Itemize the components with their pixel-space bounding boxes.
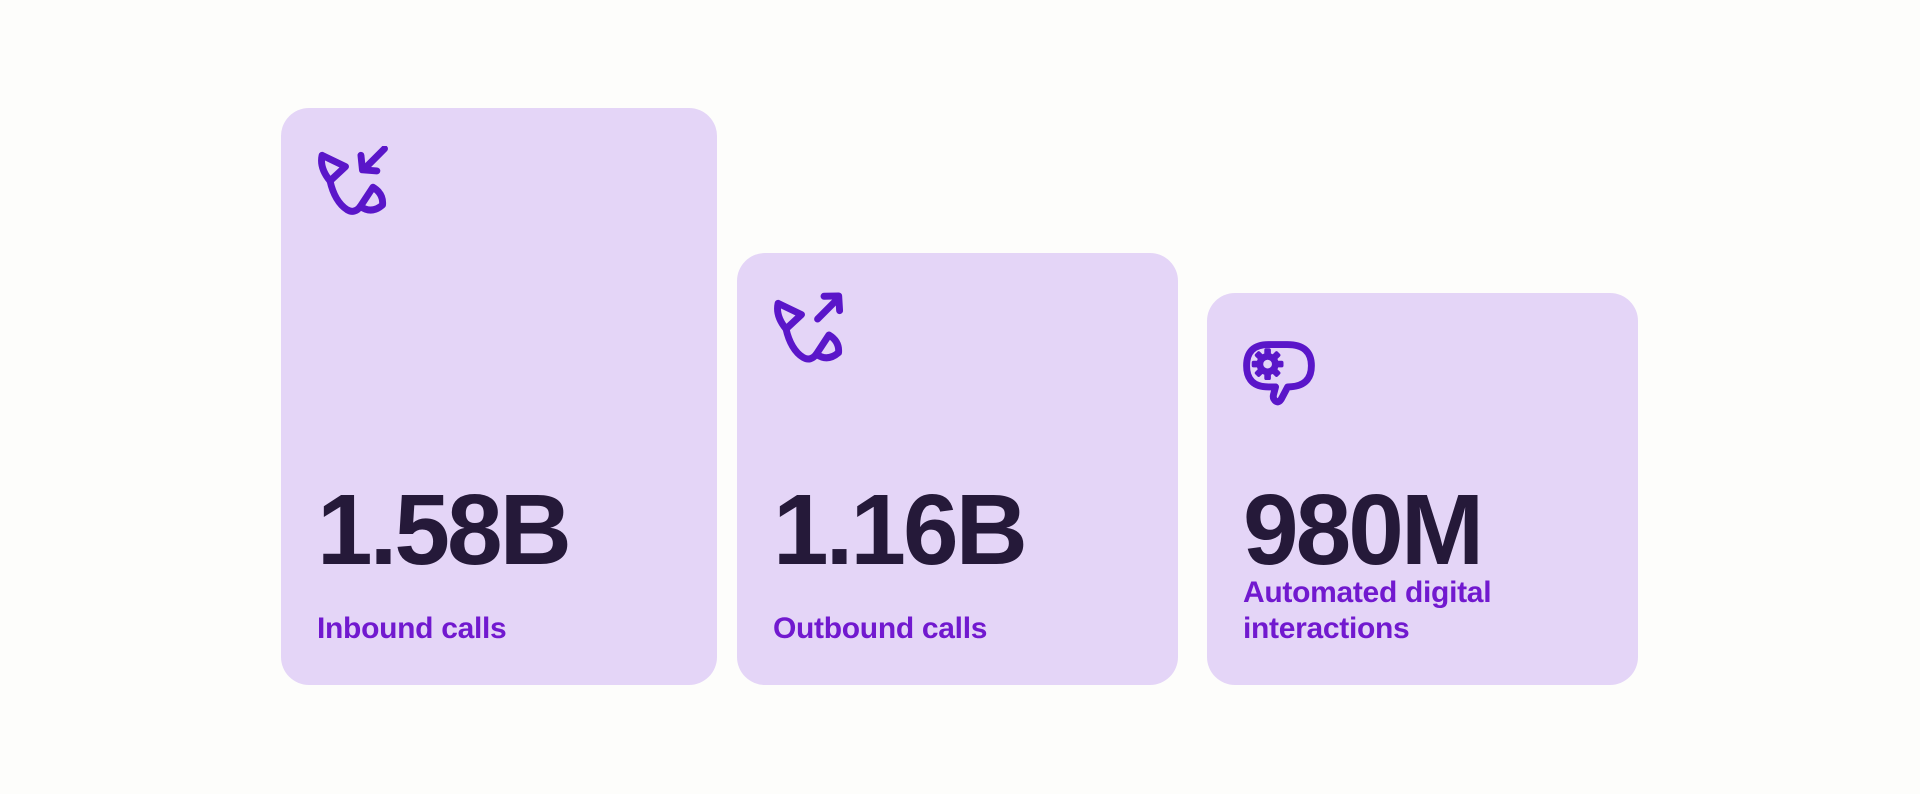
stat-card-automated-digital-interactions: 980M Automated digital interactions [1207,293,1638,685]
stat-value: 980M [1243,474,1484,586]
stat-card-outbound-calls: 1.16B Outbound calls [737,253,1178,685]
stat-label: Automated digital interactions [1243,576,1492,645]
stat-label: Inbound calls [317,612,507,645]
stat-value: 1.58B [317,474,572,586]
phone-incoming-icon [317,146,389,218]
chat-gear-icon [1243,338,1315,410]
phone-outgoing-icon [773,291,845,363]
stat-value: 1.16B [773,474,1028,586]
stat-label: Outbound calls [773,612,988,645]
stat-card-inbound-calls: 1.58B Inbound calls [281,108,717,685]
